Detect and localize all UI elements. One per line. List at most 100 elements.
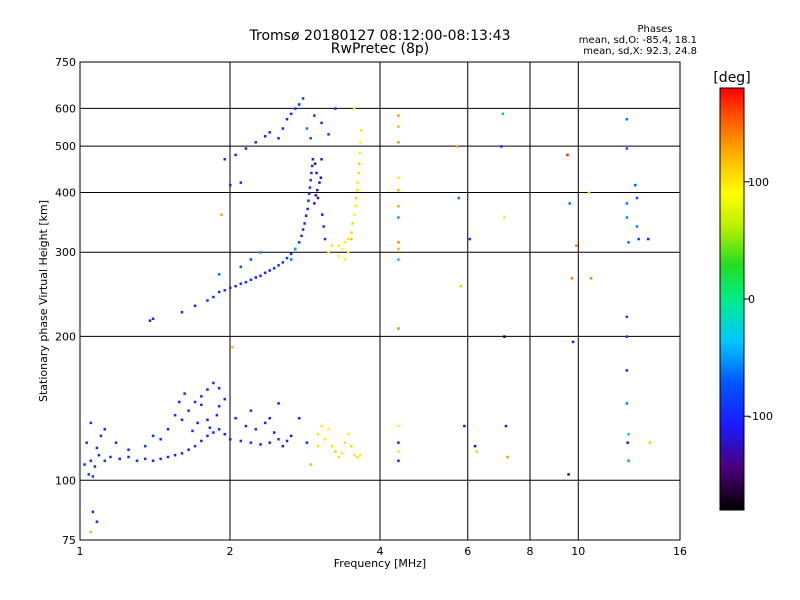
data-point — [143, 444, 147, 448]
y-tick-label: 300 — [55, 246, 76, 259]
data-point — [83, 463, 86, 466]
data-point — [103, 428, 107, 431]
data-point — [239, 181, 243, 184]
data-point — [350, 444, 353, 448]
data-point — [346, 237, 350, 241]
data-point — [306, 207, 309, 211]
data-point — [334, 450, 337, 453]
data-point — [308, 186, 312, 189]
data-point — [327, 133, 330, 136]
data-point — [281, 444, 285, 448]
data-point — [343, 441, 347, 444]
data-point — [193, 400, 197, 404]
data-point — [637, 237, 640, 241]
data-point — [183, 392, 186, 395]
data-point — [359, 453, 362, 457]
data-point — [285, 439, 289, 443]
data-point — [337, 455, 340, 459]
x-tick-label: 8 — [527, 545, 534, 558]
data-point — [356, 188, 359, 192]
colorbar-label: [deg] — [713, 70, 750, 86]
data-point — [151, 434, 155, 438]
data-point — [358, 151, 362, 154]
data-point — [357, 162, 361, 165]
x-tick-label: 2 — [227, 545, 234, 558]
data-point — [350, 237, 353, 241]
data-point — [244, 424, 248, 428]
stats-heading: Phases — [637, 24, 672, 35]
data-point — [397, 258, 400, 261]
data-point — [103, 459, 107, 462]
x-tick-label: 4 — [377, 545, 384, 558]
data-point — [627, 241, 630, 244]
data-point — [327, 428, 330, 431]
y-tick-label: 400 — [55, 186, 76, 199]
data-point — [501, 112, 505, 116]
data-point — [646, 237, 650, 241]
data-point — [223, 432, 227, 436]
data-point — [346, 251, 350, 254]
data-point — [263, 135, 267, 138]
data-point — [353, 453, 356, 457]
data-point — [311, 158, 315, 161]
data-point — [99, 434, 103, 438]
data-point — [249, 409, 253, 412]
data-point — [625, 117, 629, 121]
y-axis-label: Stationary phase Virtual Height [km] — [37, 200, 50, 402]
data-point — [301, 228, 305, 231]
stats-x-mode: mean, sd,X: 92.3, 24.8 — [583, 46, 697, 57]
data-point — [187, 409, 190, 412]
data-point — [239, 265, 243, 269]
data-point — [457, 196, 461, 200]
data-point — [159, 457, 162, 461]
data-point — [263, 421, 267, 425]
data-point — [468, 237, 472, 241]
y-tick-label: 200 — [55, 330, 76, 343]
data-point — [309, 178, 312, 182]
data-point — [208, 426, 212, 429]
data-point — [206, 434, 209, 438]
data-point — [166, 428, 170, 431]
data-point — [297, 416, 301, 420]
x-axis-ticks: 1 2 4 6 8 10 16 — [77, 545, 688, 558]
data-point — [321, 213, 324, 216]
data-point — [359, 129, 363, 132]
data-point — [268, 416, 271, 420]
data-point — [229, 437, 232, 441]
data-point — [625, 402, 629, 405]
data-point — [463, 424, 466, 428]
x-axis-label: Frequency [MHz] — [334, 557, 426, 570]
data-point — [272, 431, 276, 434]
data-point — [500, 145, 503, 148]
y-tick-label: 75 — [62, 534, 76, 547]
data-point — [566, 153, 569, 157]
data-point — [177, 400, 181, 404]
data-point — [320, 424, 323, 428]
data-point — [397, 125, 400, 128]
y-tick-label: 600 — [55, 102, 76, 115]
data-point — [151, 317, 155, 320]
data-point — [220, 213, 223, 216]
data-point — [231, 346, 234, 349]
data-point — [320, 158, 323, 161]
data-point — [315, 171, 318, 175]
colorbar-tick-label: 100 — [748, 176, 769, 189]
data-point — [289, 112, 293, 116]
chart-subtitle: RwPretec (8p) — [331, 41, 429, 57]
data-point — [330, 444, 334, 448]
data-point — [263, 271, 267, 275]
data-point — [259, 251, 262, 254]
data-point — [625, 216, 629, 219]
data-point — [301, 97, 305, 100]
data-point — [337, 254, 340, 258]
data-point — [249, 278, 253, 282]
data-point — [151, 459, 155, 462]
data-point — [575, 244, 578, 247]
data-point — [289, 252, 293, 256]
data-point — [249, 258, 253, 261]
data-point — [268, 269, 271, 272]
data-point — [648, 441, 652, 444]
data-point — [313, 162, 317, 165]
data-point — [180, 418, 184, 422]
